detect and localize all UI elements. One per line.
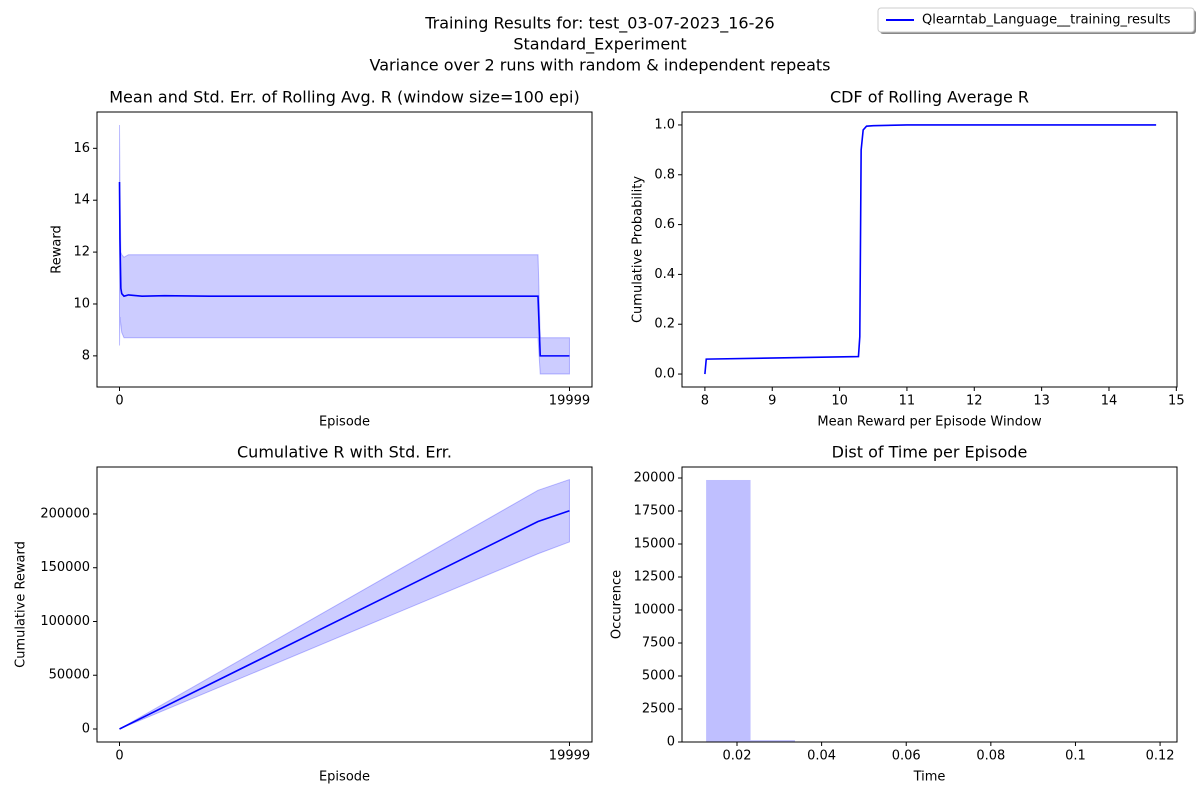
y-tick-label: 10 — [73, 296, 90, 311]
y-axis-label: Cumulative Probability — [631, 176, 646, 323]
x-tick-label: 0.12 — [1146, 749, 1175, 764]
y-tick-label: 0.8 — [654, 167, 675, 182]
line — [118, 182, 570, 357]
y-tick-label: 8 — [82, 348, 90, 363]
y-tick-label: 150000 — [40, 560, 90, 575]
y-axis-label: Reward — [50, 225, 65, 273]
x-tick-label: 15 — [1168, 394, 1185, 409]
y-tick-label: 100000 — [40, 614, 90, 629]
suptitle: Variance over 2 runs with random & indep… — [370, 56, 831, 75]
y-axis-label: Cumulative Reward — [14, 541, 29, 668]
x-tick-label: 19999 — [549, 394, 590, 409]
x-tick-label: 0.08 — [976, 749, 1005, 764]
std-err-band — [119, 478, 570, 730]
axes-frame — [681, 466, 1178, 743]
y-tick-label: 12500 — [634, 569, 675, 584]
line — [119, 509, 570, 730]
legend-box — [877, 7, 1195, 33]
y-tick-label: 20000 — [634, 470, 675, 485]
x-tick-label: 0.06 — [892, 749, 921, 764]
suptitle: Standard_Experiment — [513, 35, 686, 55]
x-tick-label: 0.02 — [723, 749, 752, 764]
y-tick-label: 0.0 — [654, 367, 675, 382]
y-tick-label: 200000 — [40, 506, 90, 521]
x-tick-label: 0.1 — [1065, 749, 1086, 764]
bar — [706, 479, 751, 742]
y-tick-label: 0.2 — [654, 317, 675, 332]
x-tick-label: 19999 — [549, 749, 590, 764]
x-tick-label: 13 — [1033, 394, 1050, 409]
y-tick-label: 1.0 — [654, 117, 675, 132]
legend-label: Qlearntab_Language__training_results — [922, 13, 1171, 28]
x-axis-label: Episode — [319, 415, 370, 430]
y-tick-label: 50000 — [49, 668, 90, 683]
axes-title: Mean and Std. Err. of Rolling Avg. R (wi… — [109, 88, 580, 107]
x-axis-label: Time — [913, 770, 946, 785]
x-tick-label: 9 — [768, 394, 776, 409]
bar — [750, 740, 795, 742]
y-tick-label: 0 — [82, 721, 90, 736]
y-tick-label: 0.4 — [654, 267, 675, 282]
y-tick-label: 0 — [667, 735, 675, 750]
y-tick-label: 2500 — [642, 701, 675, 716]
y-tick-label: 0.6 — [654, 217, 675, 232]
x-tick-label: 0.04 — [807, 749, 836, 764]
axes-title: Dist of Time per Episode — [832, 443, 1028, 462]
y-tick-label: 12 — [73, 245, 90, 260]
x-tick-label: 10 — [831, 394, 848, 409]
axes-frame — [96, 111, 593, 388]
y-axis-label: Occurence — [610, 570, 625, 639]
suptitle: Training Results for: test_03-07-2023_16… — [424, 14, 774, 34]
x-axis-label: Mean Reward per Episode Window — [817, 415, 1042, 430]
line — [704, 124, 1157, 375]
std-err-band — [119, 124, 570, 375]
x-tick-label: 0 — [115, 749, 123, 764]
x-tick-label: 14 — [1101, 394, 1118, 409]
axes-frame — [681, 111, 1178, 388]
y-tick-label: 14 — [73, 193, 90, 208]
axes-title: CDF of Rolling Average R — [830, 88, 1029, 107]
x-tick-label: 0 — [115, 394, 123, 409]
x-axis-label: Episode — [319, 770, 370, 785]
y-tick-label: 16 — [73, 141, 90, 156]
x-tick-label: 11 — [899, 394, 916, 409]
y-tick-label: 17500 — [634, 503, 675, 518]
x-tick-label: 8 — [701, 394, 709, 409]
y-tick-label: 7500 — [642, 635, 675, 650]
axes-title: Cumulative R with Std. Err. — [237, 443, 452, 462]
axes-frame — [96, 466, 593, 743]
y-tick-label: 10000 — [634, 602, 675, 617]
x-tick-label: 12 — [966, 394, 983, 409]
y-tick-label: 5000 — [642, 668, 675, 683]
y-tick-label: 15000 — [634, 536, 675, 551]
